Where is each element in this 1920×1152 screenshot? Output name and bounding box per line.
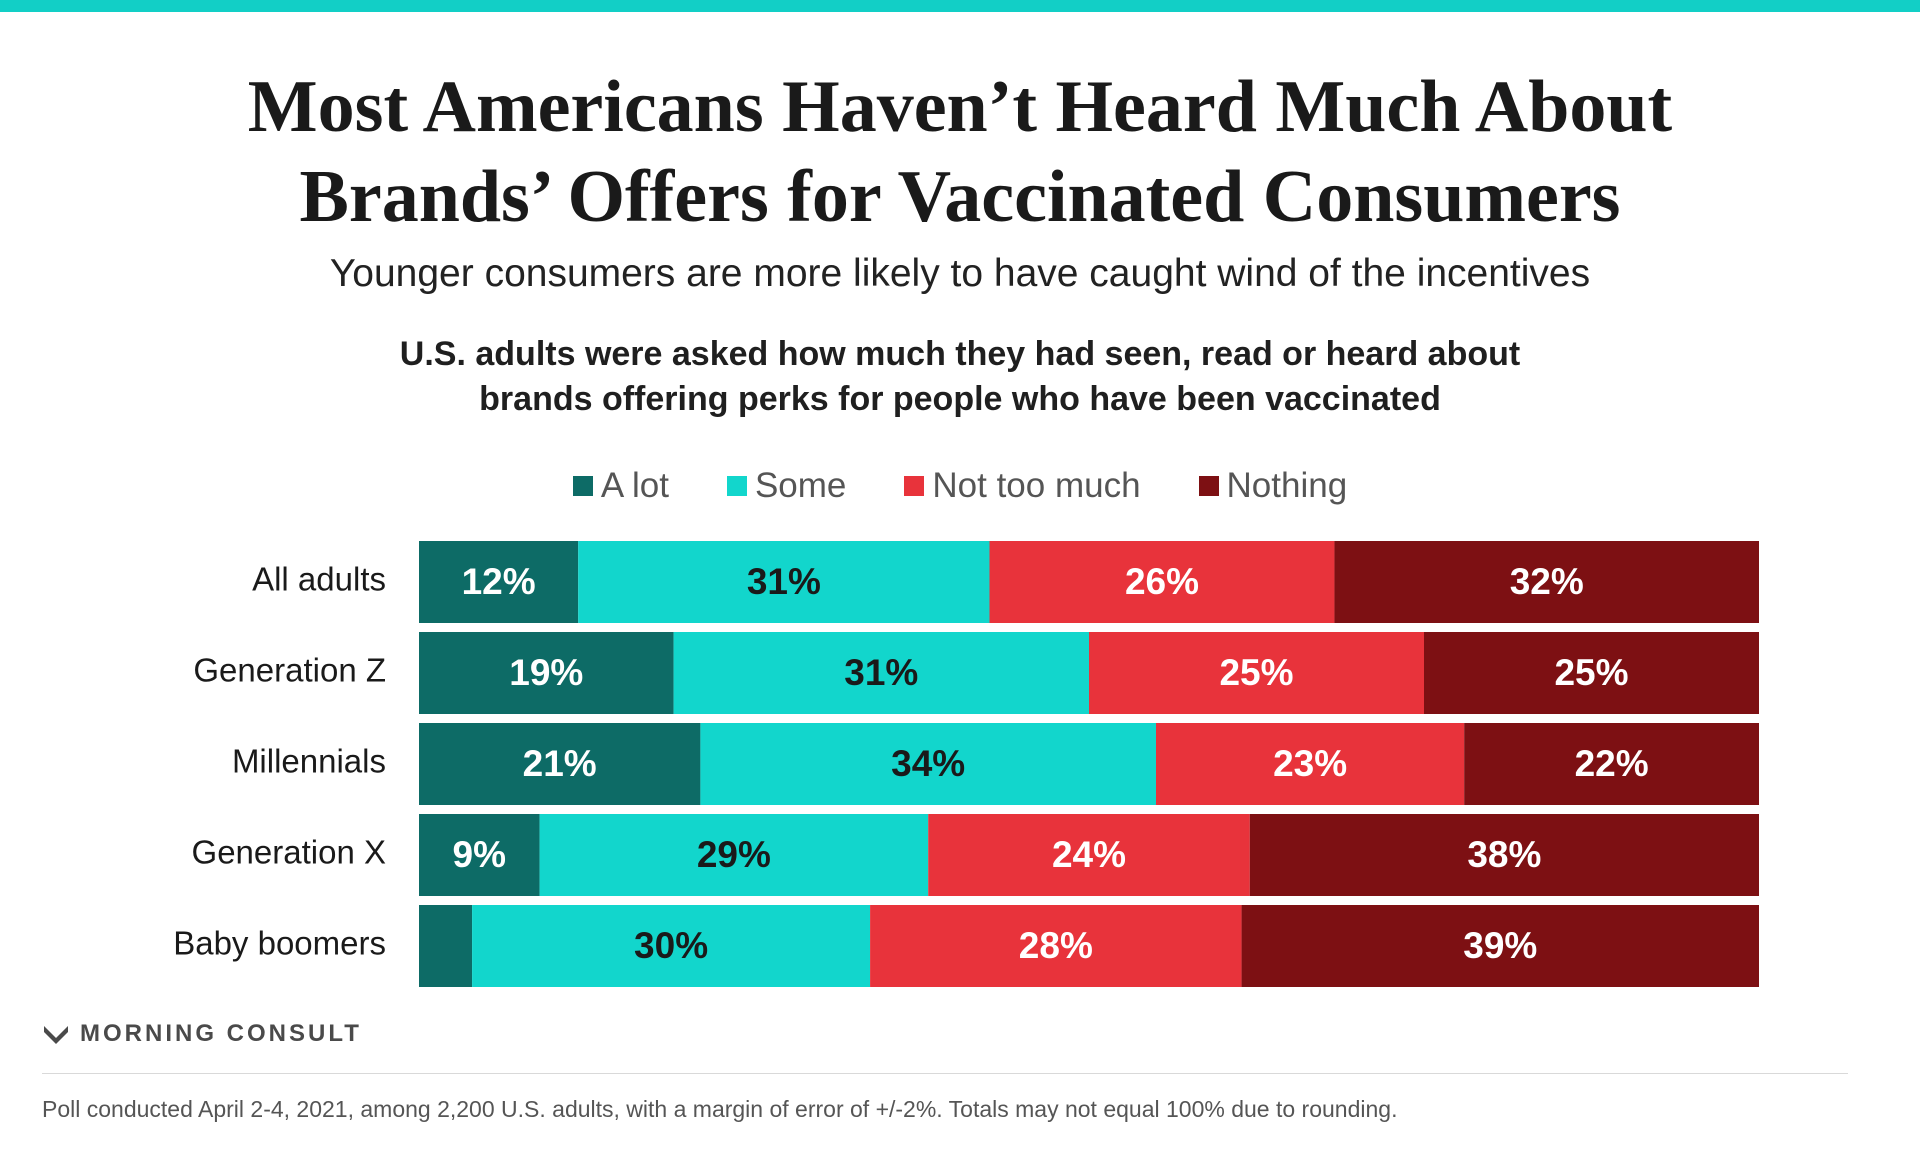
legend-item-not-too-much: Not too much bbox=[904, 466, 1141, 506]
question-line-2: brands offering perks for people who hav… bbox=[479, 380, 1441, 418]
bar-generation-z-nothing bbox=[1424, 632, 1759, 714]
bar-value-all-adults-nothing: 32% bbox=[1510, 561, 1584, 602]
bar-value-generation-z-some: 31% bbox=[844, 652, 918, 693]
legend-label-nothing: Nothing bbox=[1226, 466, 1348, 505]
bar-millennials-nothing bbox=[1464, 723, 1759, 805]
bar-value-all-adults-some: 31% bbox=[747, 561, 821, 602]
bar-value-all-adults-not-too-much: 26% bbox=[1125, 561, 1199, 602]
footer-divider bbox=[42, 1073, 1848, 1074]
bar-baby-boomers-some bbox=[472, 905, 871, 987]
bar-generation-z-some bbox=[673, 632, 1089, 714]
bar-value-baby-boomers-not-too-much: 28% bbox=[1019, 925, 1093, 966]
bar-generation-z-not-too-much bbox=[1089, 632, 1424, 714]
bar-generation-z-a-lot bbox=[419, 632, 674, 714]
bar-value-generation-x-not-too-much: 24% bbox=[1052, 834, 1126, 875]
category-label-baby-boomers: Baby boomers bbox=[173, 925, 386, 962]
bar-generation-x-not-too-much bbox=[928, 814, 1250, 896]
bar-all-adults-not-too-much bbox=[989, 541, 1335, 623]
category-label-all-adults: All adults bbox=[252, 561, 386, 598]
question-line-1: U.S. adults were asked how much they had… bbox=[399, 335, 1521, 373]
legend-label-some: Some bbox=[754, 466, 847, 505]
bar-all-adults-a-lot bbox=[419, 541, 579, 623]
bar-value-generation-z-not-too-much: 25% bbox=[1219, 652, 1293, 693]
legend-swatch-nothing bbox=[1198, 476, 1219, 496]
bar-millennials-some bbox=[700, 723, 1156, 805]
category-label-generation-z: Generation Z bbox=[193, 652, 386, 689]
bar-value-millennials-not-too-much: 23% bbox=[1273, 743, 1347, 784]
bar-value-generation-x-some: 29% bbox=[697, 834, 771, 875]
bar-value-generation-x-nothing: 38% bbox=[1467, 834, 1541, 875]
legend-swatch-not-too-much bbox=[904, 476, 925, 496]
chart-title-line-2: Brands’ Offers for Vaccinated Consumers bbox=[299, 156, 1621, 238]
legend-label-a-lot: A lot bbox=[600, 466, 669, 505]
legend-label-not-too-much: Not too much bbox=[932, 466, 1141, 505]
bar-value-generation-z-nothing: 25% bbox=[1554, 652, 1628, 693]
bar-all-adults-nothing bbox=[1334, 541, 1759, 623]
footnote: Poll conducted April 2-4, 2021, among 2,… bbox=[42, 1096, 1398, 1122]
bar-value-millennials-some: 34% bbox=[891, 743, 965, 784]
bar-millennials-a-lot bbox=[419, 723, 701, 805]
bar-value-generation-z-a-lot: 19% bbox=[509, 652, 583, 693]
legend-item-nothing: Nothing bbox=[1198, 466, 1348, 506]
bar-value-millennials-a-lot: 21% bbox=[523, 743, 597, 784]
chart-subtitle: Younger consumers are more likely to hav… bbox=[329, 252, 1591, 295]
morning-consult-logo: MORNING CONSULT bbox=[42, 1014, 362, 1054]
bar-baby-boomers-nothing bbox=[1241, 905, 1759, 987]
bar-value-generation-x-a-lot: 9% bbox=[453, 834, 506, 875]
legend-swatch-some bbox=[726, 476, 747, 496]
legend-item-some: Some bbox=[726, 466, 847, 506]
bar-baby-boomers-a-lot bbox=[419, 905, 473, 987]
category-label-millennials: Millennials bbox=[232, 743, 386, 780]
bar-millennials-not-too-much bbox=[1156, 723, 1465, 805]
stacked-bar-chart: All adults 12% 31% 26% 32% Generation Z 19% 31%… bbox=[173, 541, 1759, 987]
bar-value-millennials-nothing: 22% bbox=[1575, 743, 1649, 784]
bar-baby-boomers-not-too-much bbox=[870, 905, 1242, 987]
legend-swatch-a-lot bbox=[572, 476, 593, 496]
chart-title-line-1: Most Americans Haven’t Heard Much About bbox=[247, 66, 1673, 148]
bar-all-adults-some bbox=[578, 541, 990, 623]
bar-generation-x-a-lot bbox=[419, 814, 540, 896]
bar-value-all-adults-a-lot: 12% bbox=[462, 561, 536, 602]
bar-generation-x-some bbox=[539, 814, 929, 896]
chart-legend: A lot Some Not too much Nothing bbox=[0, 462, 1920, 510]
bar-value-baby-boomers-nothing: 39% bbox=[1463, 925, 1537, 966]
logo-text: MORNING CONSULT bbox=[80, 1020, 362, 1047]
legend-item-a-lot: A lot bbox=[572, 466, 669, 506]
bar-value-baby-boomers-some: 30% bbox=[634, 925, 708, 966]
category-label-generation-x: Generation X bbox=[192, 834, 386, 871]
top-accent-bar bbox=[0, 0, 1920, 12]
morning-consult-logo-icon bbox=[44, 1026, 68, 1044]
bar-generation-x-nothing bbox=[1249, 814, 1759, 896]
